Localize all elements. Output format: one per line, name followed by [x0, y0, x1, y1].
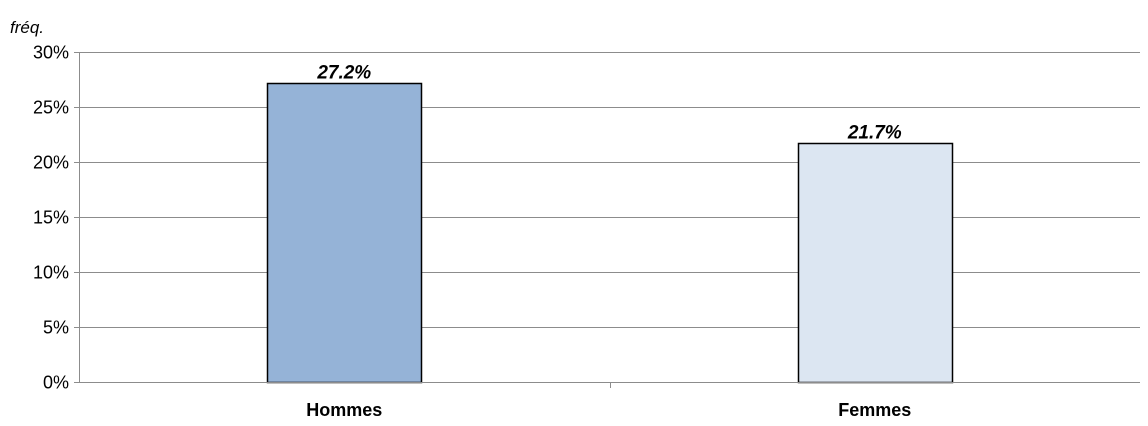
y-tick-label: 15% [33, 208, 69, 228]
bar-femmes [797, 142, 954, 384]
bars [266, 82, 954, 384]
y-tick-label: 25% [33, 98, 69, 118]
gridlines [79, 52, 1140, 328]
y-tick-label: 0% [43, 373, 69, 393]
axes [74, 52, 1140, 388]
data-label: 21.7% [847, 123, 902, 144]
y-tick-label: 10% [33, 263, 69, 283]
y-tick-label: 30% [33, 43, 69, 63]
x-category-label: Femmes [838, 400, 911, 420]
x-category-label: Hommes [306, 400, 382, 420]
y-tick-label: 20% [33, 153, 69, 173]
bar-hommes [266, 82, 423, 384]
data-label: 27.2% [316, 63, 371, 84]
labels: 0% 5% 10% 15% 20% 25% 30% 27.2% Hommes 21.7% Femme… [33, 43, 911, 421]
y-tick-label: 5% [43, 318, 69, 338]
y-axis-label: fréq. [10, 18, 44, 37]
